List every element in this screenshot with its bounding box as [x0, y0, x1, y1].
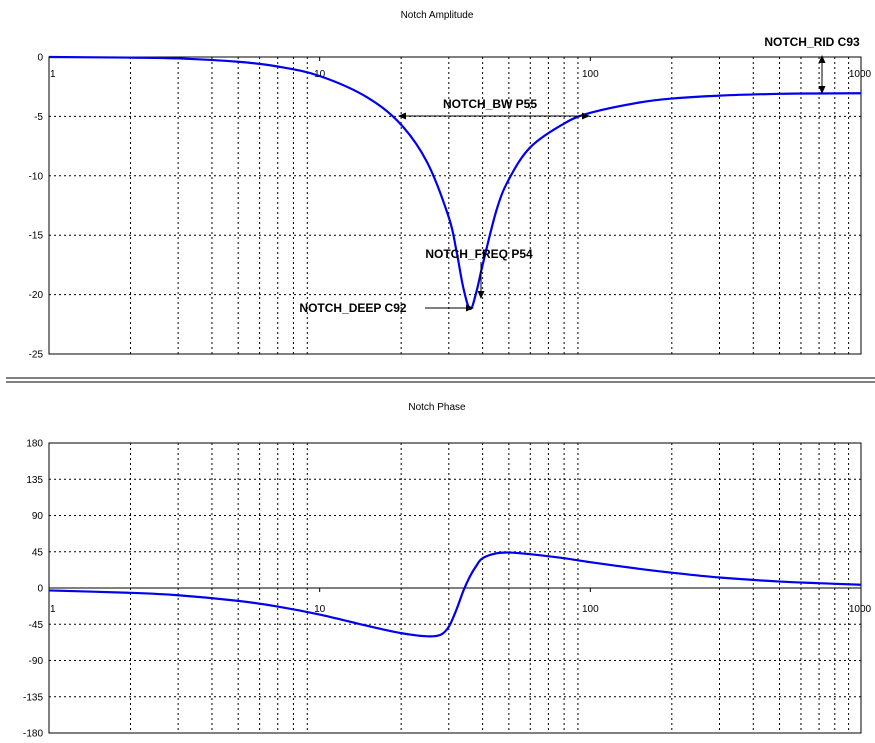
chart-separator — [6, 377, 875, 383]
phase-grid — [48, 442, 862, 734]
phase-y-ticks: 180 135 90 45 0 -45 -90 -135 -180 — [23, 439, 44, 740]
notch-bw-label: NOTCH_BW P55 — [443, 97, 537, 111]
y-tick-label: -135 — [23, 692, 43, 703]
y-tick-label: -90 — [29, 656, 44, 667]
amplitude-grid — [48, 56, 862, 355]
x-tick-label: 1000 — [849, 604, 872, 615]
phase-series — [48, 551, 862, 638]
notch-deep-label: NOTCH_DEEP C92 — [299, 301, 406, 315]
y-tick-label: 90 — [32, 511, 44, 522]
phase-x-ticks: 1 10 100 1000 — [50, 604, 872, 615]
phase-chart-title: Notch Phase — [408, 402, 466, 413]
x-tick-label: 1 — [50, 69, 56, 80]
y-tick-label: 0 — [37, 53, 43, 64]
amplitude-chart-title: Notch Amplitude — [401, 10, 474, 21]
y-tick-label: -25 — [29, 350, 44, 361]
y-tick-label: 135 — [26, 475, 43, 486]
y-tick-label: -20 — [29, 290, 44, 301]
notch-bw-annotation: NOTCH_BW P55 — [398, 97, 590, 120]
x-tick-label: 1000 — [849, 69, 872, 80]
amplitude-x-ticks: 1 10 100 1000 — [50, 69, 872, 80]
notch-deep-annotation: NOTCH_DEEP C92 — [299, 301, 474, 315]
y-tick-label: 45 — [32, 547, 44, 558]
y-tick-label: -10 — [29, 171, 44, 182]
amplitude-y-ticks: 0 -5 -10 -15 -20 -25 — [29, 53, 44, 361]
notch-freq-annotation: NOTCH_FREQ P54 — [425, 247, 533, 299]
y-tick-label: -180 — [23, 729, 43, 739]
x-tick-label: 10 — [314, 69, 326, 80]
x-tick-label: 100 — [582, 604, 599, 615]
y-tick-label: -15 — [29, 231, 44, 242]
notch-rid-annotation: NOTCH_RID C93 — [764, 35, 860, 94]
y-tick-label: 180 — [26, 439, 43, 450]
x-tick-label: 100 — [582, 69, 599, 80]
series-line-0 — [48, 55, 862, 310]
y-tick-label: 0 — [37, 584, 43, 595]
series-line-0 — [48, 551, 862, 638]
y-tick-label: -45 — [29, 620, 44, 631]
amplitude-chart: Notch Amplitude 0 -5 -10 -15 -20 -25 1 10 100 10… — [29, 10, 872, 361]
amplitude-series — [48, 55, 862, 310]
y-tick-label: -5 — [34, 112, 43, 123]
x-tick-label: 1 — [50, 604, 56, 615]
notch-rid-label: NOTCH_RID C93 — [764, 35, 860, 49]
x-tick-label: 10 — [314, 604, 326, 615]
notch-freq-label: NOTCH_FREQ P54 — [425, 247, 533, 261]
